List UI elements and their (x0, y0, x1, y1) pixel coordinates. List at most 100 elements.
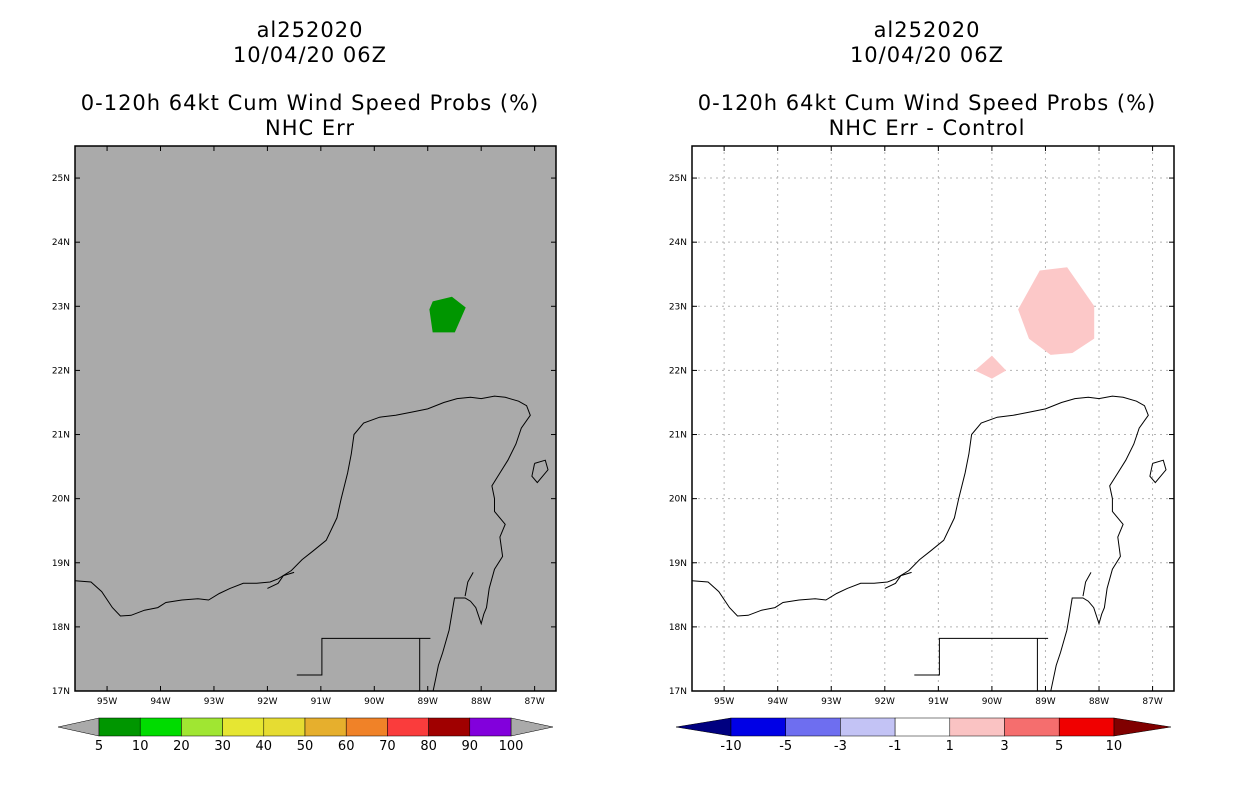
laguna-inlet (884, 571, 912, 589)
lat-tick-label: 18N (52, 623, 70, 633)
right-map-background (692, 146, 1174, 691)
laguna-inlet (267, 571, 295, 589)
lat-tick-label: 21N (669, 431, 687, 441)
lat-tick-label: 19N (52, 559, 70, 569)
colorbar-label: 70 (379, 739, 396, 754)
colorbar-segment (469, 717, 512, 737)
lon-tick-label: 88W (471, 697, 491, 707)
lon-tick-label: 91W (928, 697, 948, 707)
coastline (691, 395, 1149, 692)
lat-tick-label: 23N (669, 302, 687, 312)
lon-tick-label: 94W (150, 697, 170, 707)
lat-tick-label: 19N (669, 559, 687, 569)
right-storm-id: al252020 (873, 18, 981, 42)
lat-tick-label: 25N (669, 174, 687, 184)
colorbar-high-arrow (1113, 717, 1172, 737)
left-product-title: 0-120h 64kt Cum Wind Speed Probs (%) (80, 91, 540, 115)
colorbar-segment (730, 717, 786, 737)
colorbar-segment (1058, 717, 1115, 737)
colorbar-label: -10 (720, 739, 741, 754)
lon-tick-label: 95W (714, 697, 734, 707)
lon-tick-label: 91W (311, 697, 331, 707)
colorbar-label: 60 (338, 739, 355, 754)
lat-tick-label: 20N (52, 495, 70, 505)
lon-tick-label: 92W (257, 697, 277, 707)
colorbar-label: -3 (834, 739, 847, 754)
lat-tick-label: 22N (52, 366, 70, 376)
colorbar-segment (263, 717, 306, 737)
coastline (74, 395, 531, 692)
colorbar-label: 5 (95, 739, 103, 754)
colorbar-label: 1 (946, 739, 954, 754)
lon-tick-label: 89W (1035, 697, 1055, 707)
lat-tick-label: 24N (669, 238, 687, 248)
left-map-panel: 95W 94W 93W 92W 91W 90W 89W 88W 87W 17N 18N 19N 20N 2… (52, 145, 557, 707)
right-map-panel: 95W 94W 93W 92W 91W 90W 89W 88W 87W 17N 18N 19N 20N 2… (669, 145, 1175, 707)
right-subtitle: NHC Err - Control (828, 116, 1026, 140)
country-border-0 (296, 637, 431, 676)
lon-tick-label: 90W (364, 697, 384, 707)
right-probability-area-0 (1018, 267, 1095, 355)
colorbar-segment (1004, 717, 1060, 737)
lat-tick-label: 23N (52, 302, 70, 312)
chetumal-inlet (464, 572, 474, 597)
colorbar-low-arrow (675, 717, 732, 737)
colorbar-segment (222, 717, 265, 737)
lat-tick-label: 25N (52, 174, 70, 184)
right-probability-area-1 (974, 355, 1007, 379)
lat-tick-label: 21N (52, 431, 70, 441)
right-colorbar: -10 -5 -3 -1 1 3 5 10 (675, 717, 1172, 754)
chetumal-inlet (1082, 572, 1092, 597)
colorbar-low-arrow (57, 717, 100, 737)
cozumel-island (531, 459, 549, 484)
lon-tick-label: 93W (204, 697, 224, 707)
colorbar-segment (345, 717, 388, 737)
colorbar-segment (894, 717, 951, 737)
country-border-0 (914, 637, 1049, 676)
colorbar-segment (785, 717, 841, 737)
colorbar-segment (387, 717, 429, 737)
colorbar-label: 80 (420, 739, 437, 754)
colorbar-label: 100 (499, 739, 524, 754)
left-colorbar: 5 10 20 30 40 50 60 70 80 90 100 (57, 717, 554, 754)
lat-tick-label: 17N (669, 687, 687, 697)
colorbar-segment (840, 717, 896, 737)
colorbar-label: 50 (297, 739, 314, 754)
colorbar-label: -5 (779, 739, 792, 754)
colorbar-label: 5 (1055, 739, 1063, 754)
colorbar-segment (139, 717, 182, 737)
colorbar-segment (949, 717, 1005, 737)
left-storm-id: al252020 (256, 18, 364, 42)
lon-tick-label: 94W (768, 697, 788, 707)
lon-tick-label: 93W (821, 697, 841, 707)
lon-tick-label: 89W (418, 697, 438, 707)
left-map-frame (74, 145, 557, 692)
lon-tick-label: 92W (875, 697, 895, 707)
colorbar-label: 90 (462, 739, 479, 754)
colorbar-label: 3 (1000, 739, 1008, 754)
colorbar-segment (181, 717, 223, 737)
colorbar-segment (98, 717, 141, 737)
right-product-title: 0-120h 64kt Cum Wind Speed Probs (%) (697, 91, 1157, 115)
colorbar-label: 10 (132, 739, 149, 754)
lat-tick-label: 22N (669, 366, 687, 376)
colorbar-label: 30 (214, 739, 231, 754)
lon-tick-label: 90W (982, 697, 1002, 707)
lat-tick-label: 17N (52, 687, 70, 697)
lon-tick-label: 87W (1142, 697, 1162, 707)
left-title-block: al252020 10/04/20 06Z 0-120h 64kt Cum Wi… (60, 18, 560, 141)
colorbar-segment (428, 717, 471, 737)
left-datetime: 10/04/20 06Z (232, 43, 388, 67)
colorbar-label: 40 (256, 739, 273, 754)
colorbar-label: -1 (889, 739, 902, 754)
colorbar-label: 20 (173, 739, 190, 754)
left-probability-area-0 (429, 296, 466, 333)
colorbar-high-arrow (510, 717, 554, 737)
lon-tick-label: 87W (524, 697, 544, 707)
lon-tick-label: 88W (1089, 697, 1109, 707)
left-map-background (75, 146, 556, 691)
lat-tick-label: 20N (669, 495, 687, 505)
colorbar-label: 10 (1106, 739, 1123, 754)
colorbar-segment (304, 717, 347, 737)
